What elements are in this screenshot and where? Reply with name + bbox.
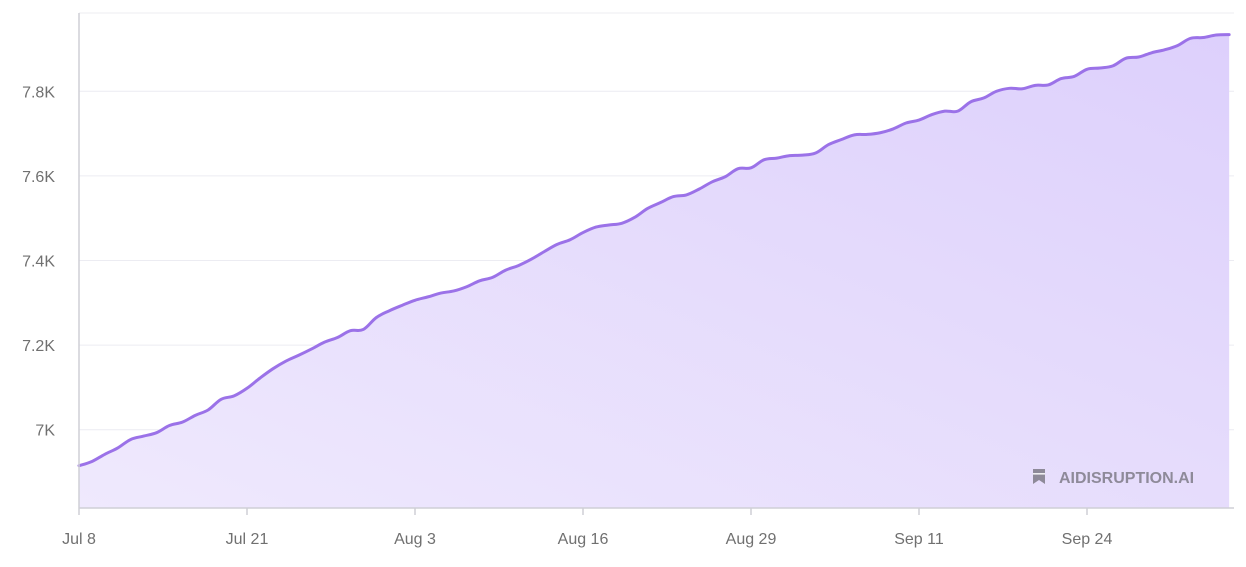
area-series: [77, 33, 1231, 508]
x-tick-label: Sep 11: [894, 531, 944, 548]
y-axis-ticks: 7K 7.2K 7.4K 7.6K 7.8K: [22, 84, 55, 439]
watermark-text: AIDISRUPTION.AI: [1059, 470, 1194, 487]
axes: [78, 13, 1234, 509]
x-tick-label: Aug 29: [726, 531, 777, 548]
watermark: AIDISRUPTION.AI: [1033, 469, 1194, 487]
y-tick-label: 7.2K: [22, 338, 55, 355]
series-line: [77, 33, 1231, 468]
x-tick-label: Jul 21: [226, 531, 269, 548]
flag-icon: [1033, 469, 1045, 484]
x-axis-ticks: Jul 8 Jul 21 Aug 3 Aug 16 Aug 29 Sep 11 Sep 24: [62, 508, 1112, 548]
x-tick-label: Sep 24: [1062, 531, 1113, 548]
x-tick-label: Aug 16: [558, 531, 609, 548]
x-tick-label: Jul 8: [62, 531, 96, 548]
y-tick-label: 7.6K: [22, 169, 55, 186]
area-fill: [79, 34, 1230, 508]
y-tick-label: 7.4K: [22, 254, 55, 271]
y-tick-label: 7.8K: [22, 84, 55, 101]
y-tick-label: 7K: [35, 423, 55, 440]
x-tick-label: Aug 3: [394, 531, 436, 548]
